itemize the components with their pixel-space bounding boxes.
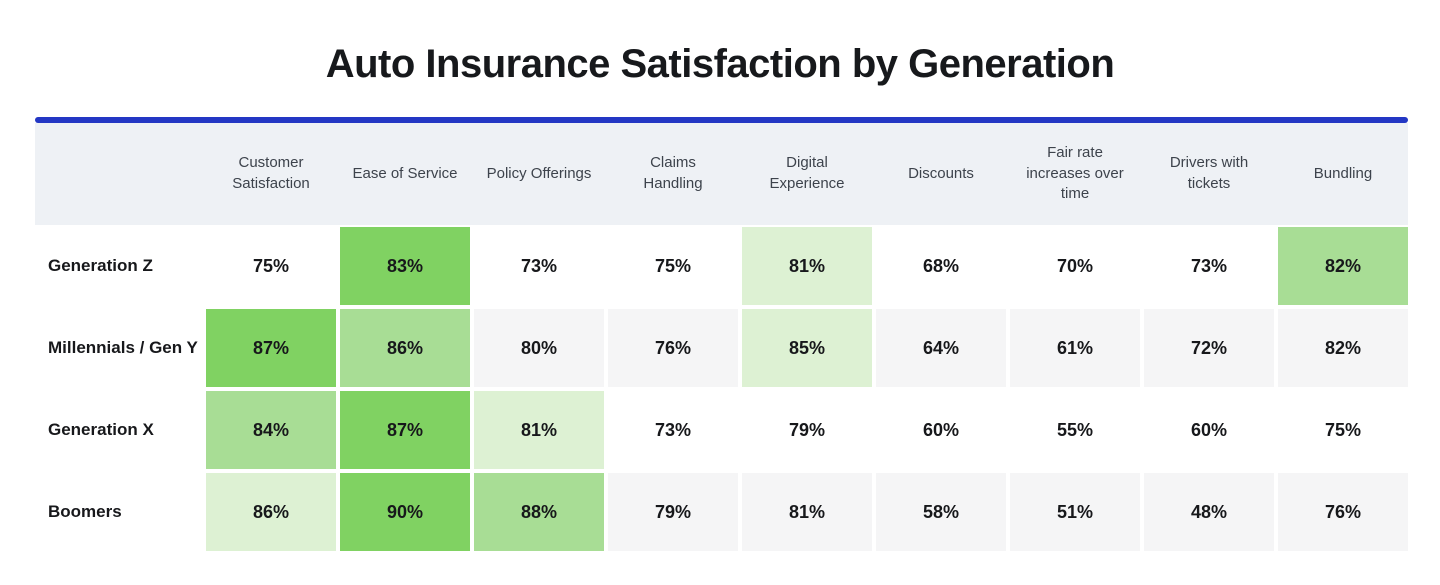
value-cell: 84% <box>206 391 336 469</box>
value-cell: 75% <box>654 255 692 276</box>
column-header: Customer Satisfaction <box>232 154 310 192</box>
value-cell: 81% <box>742 227 872 305</box>
value-cell: 86% <box>340 309 470 387</box>
value-cell: 87% <box>206 309 336 387</box>
value-cell: 82% <box>1278 227 1408 305</box>
page-title: Auto Insurance Satisfaction by Generatio… <box>325 42 1115 86</box>
value-cell: 85% <box>742 309 872 387</box>
value-cell: 70% <box>1056 255 1094 276</box>
value-cell: 58% <box>876 473 1006 551</box>
value-cell: 76% <box>1278 473 1408 551</box>
value-cell: 72% <box>1144 309 1274 387</box>
row-label: Generation X <box>48 419 154 439</box>
value-cell: 73% <box>654 419 692 440</box>
column-header: Drivers with tickets <box>1169 154 1249 192</box>
value-cell: 87% <box>340 391 470 469</box>
satisfaction-table-body: Generation Z 75% 83% 73% 75% 81% 68% 70% 73% 82% M… <box>35 227 1408 551</box>
column-header: Policy Offerings <box>486 164 592 182</box>
value-cell: 81% <box>474 391 604 469</box>
table-header-row: Customer Satisfaction Ease of Service Poli… <box>35 123 1408 225</box>
value-cell: 90% <box>340 473 470 551</box>
table-row: Millennials / Gen Y 87% 86% 80% 76% 85% 64% 61%… <box>35 309 1408 387</box>
value-cell: 73% <box>520 255 558 276</box>
value-cell: 64% <box>876 309 1006 387</box>
value-cell: 68% <box>922 255 960 276</box>
value-cell: 81% <box>742 473 872 551</box>
value-cell: 82% <box>1278 309 1408 387</box>
value-cell: 80% <box>474 309 604 387</box>
value-cell: 55% <box>1056 419 1094 440</box>
title-divider <box>35 117 1408 123</box>
value-cell: 48% <box>1144 473 1274 551</box>
column-header: Claims Handling <box>643 154 703 192</box>
value-cell: 86% <box>206 473 336 551</box>
value-cell: 51% <box>1010 473 1140 551</box>
value-cell: 79% <box>788 419 826 440</box>
column-header: Ease of Service <box>352 164 458 182</box>
table-header-band: Customer Satisfaction Ease of Service Poli… <box>35 123 1408 225</box>
value-cell: 88% <box>474 473 604 551</box>
table-row: Boomers 86% 90% 88% 79% 81% 58% 51% 48% 76% <box>35 473 1408 551</box>
value-cell: 61% <box>1010 309 1140 387</box>
table-row: Generation Z 75% 83% 73% 75% 81% 68% 70% 73% 82% <box>35 227 1408 305</box>
row-label: Boomers <box>48 501 122 521</box>
value-cell: 75% <box>252 255 290 276</box>
value-cell: 60% <box>922 419 960 440</box>
table-row: Generation X 84% 87% 81% 73% 79% 60% 55% 60% 75% <box>35 391 1408 469</box>
column-header: Fair rate increases over time <box>1026 143 1124 203</box>
column-header: Bundling <box>1313 164 1373 182</box>
value-cell: 79% <box>608 473 738 551</box>
header-corner-cell <box>35 123 202 225</box>
column-header: Digital Experience <box>769 154 845 192</box>
value-cell: 75% <box>1324 419 1362 440</box>
column-header: Discounts <box>908 164 974 182</box>
value-cell: 83% <box>340 227 470 305</box>
value-cell: 60% <box>1190 419 1228 440</box>
row-label: Millennials / Gen Y <box>48 337 198 357</box>
value-cell: 73% <box>1190 255 1228 276</box>
row-label: Generation Z <box>48 255 153 275</box>
value-cell: 76% <box>608 309 738 387</box>
